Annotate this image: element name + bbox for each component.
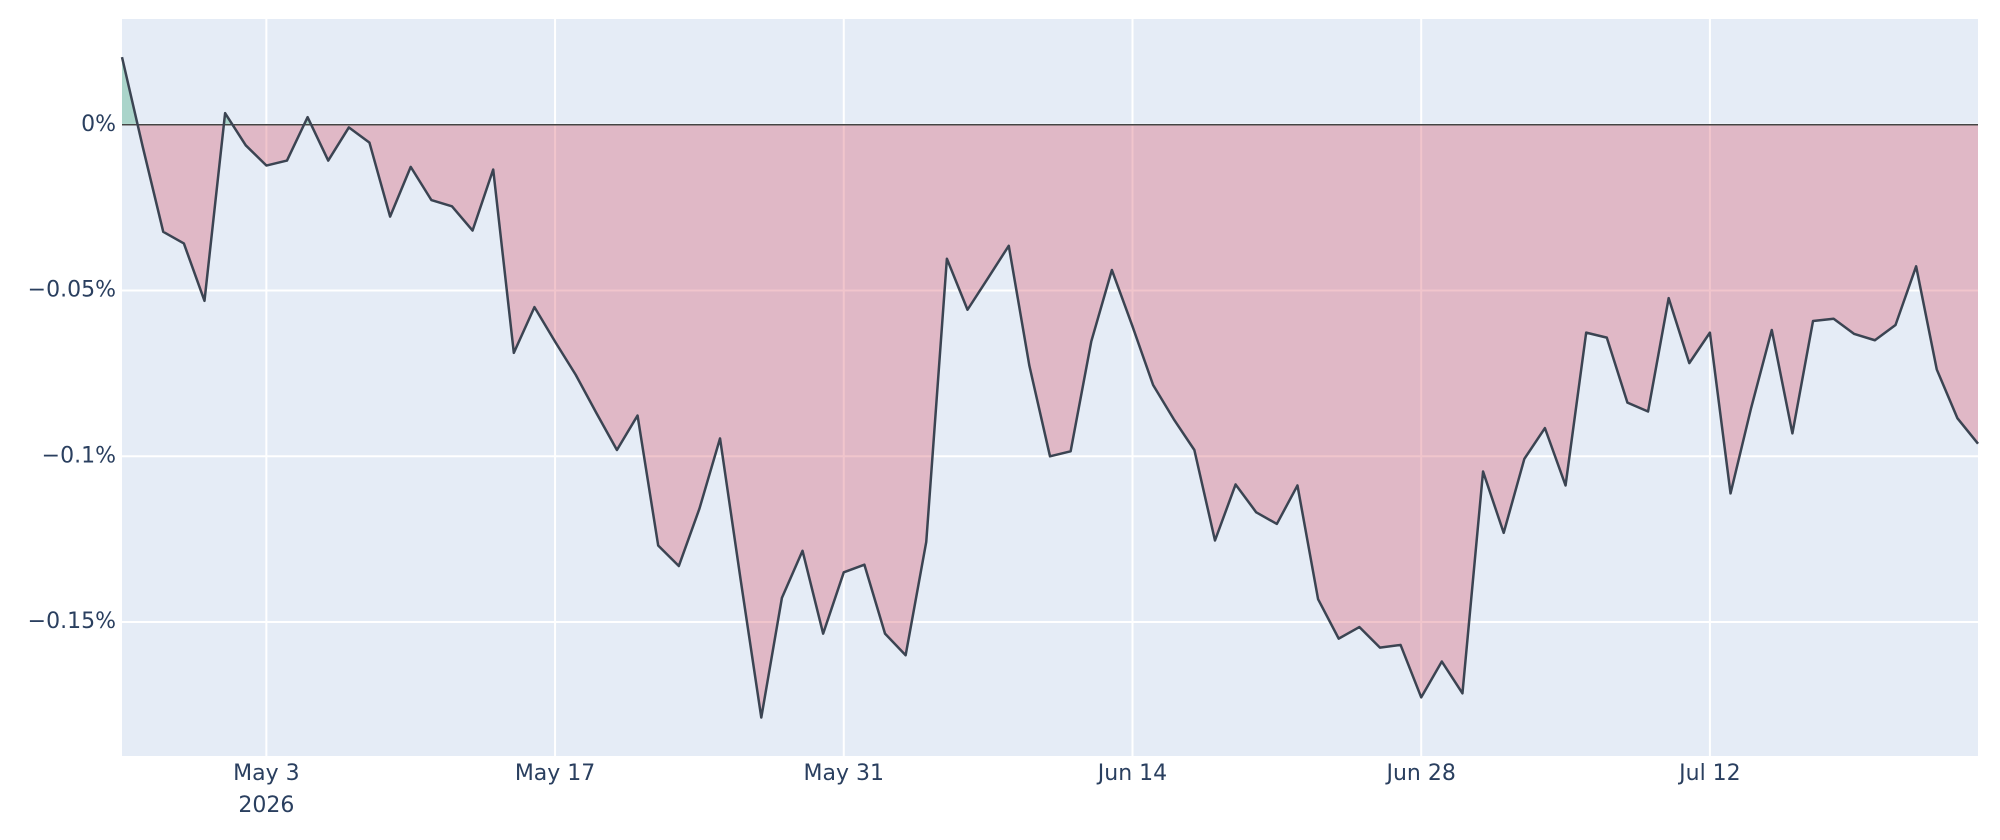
x-tick-label: Jun 14 — [1096, 761, 1167, 786]
x-tick-label: May 31 — [804, 761, 884, 786]
x-tick-label: May 17 — [515, 761, 595, 786]
negative-area — [137, 124, 1978, 718]
y-tick-label: −0.15% — [28, 609, 116, 634]
y-tick-label: −0.05% — [28, 278, 116, 303]
x-tick-sublabel: 2026 — [238, 793, 294, 818]
y-tick-label: −0.1% — [42, 443, 116, 468]
plot-background — [122, 19, 1978, 756]
x-tick-label: May 3 — [233, 761, 299, 786]
x-tick-label: Jun 28 — [1385, 761, 1456, 786]
y-tick-label: 0% — [81, 112, 116, 137]
x-tick-label: Jul 12 — [1677, 761, 1741, 786]
line — [120, 56, 1979, 719]
